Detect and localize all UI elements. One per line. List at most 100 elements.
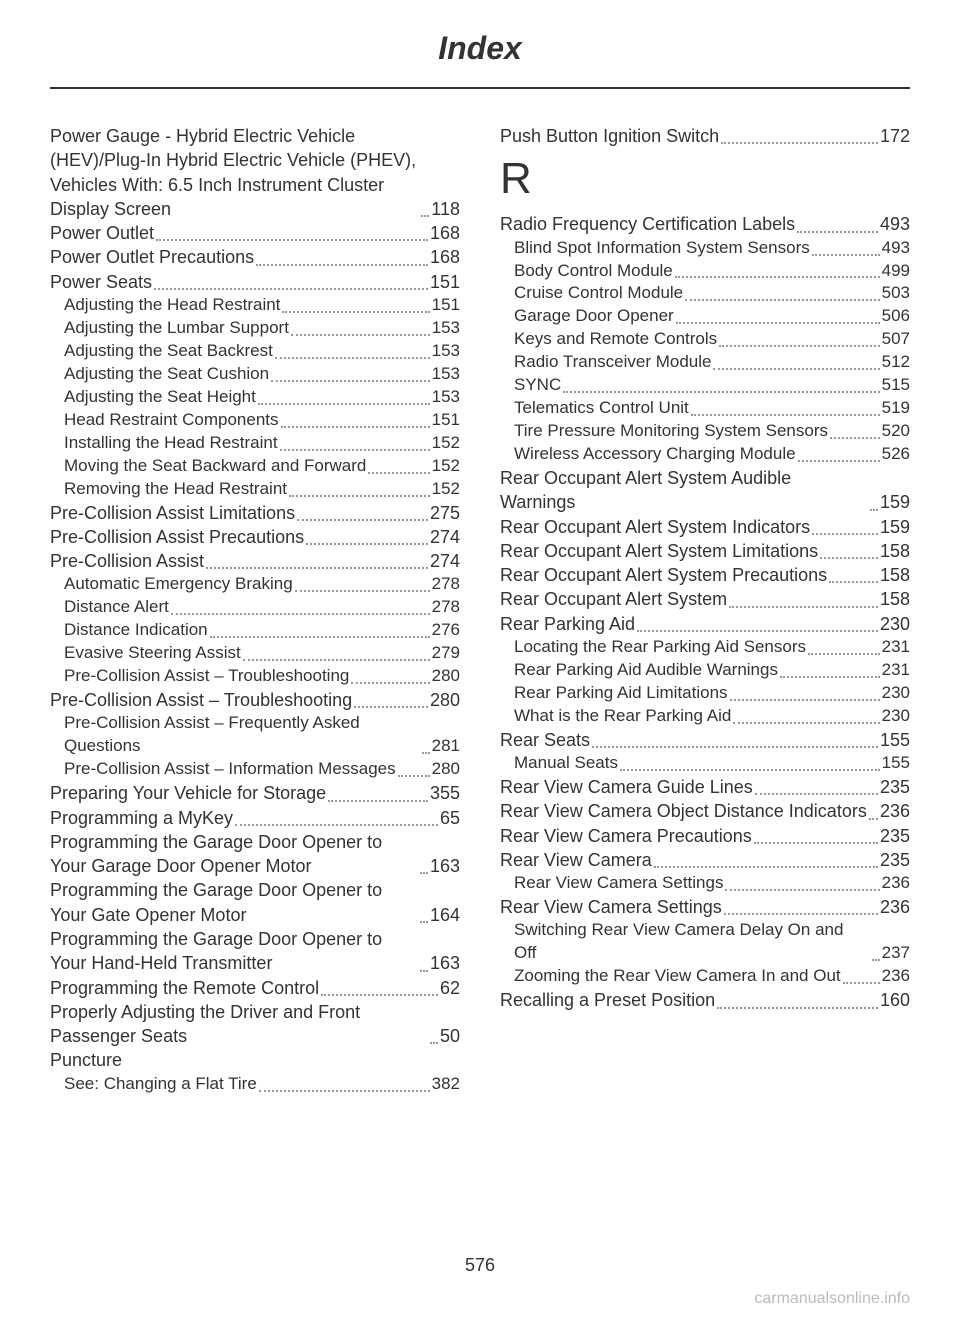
leader-dots — [420, 872, 428, 874]
index-entry: Rear Parking Aid Audible Warnings231 — [500, 659, 910, 682]
leader-dots — [258, 403, 430, 405]
entry-label: Programming the Garage Door Opener to Yo… — [50, 830, 418, 879]
index-entry: See: Changing a Flat Tire382 — [50, 1073, 460, 1096]
index-entry: Moving the Seat Backward and Forward 152 — [50, 455, 460, 478]
entry-page: 382 — [432, 1073, 460, 1096]
entry-page: 235 — [880, 775, 910, 799]
entry-page: 236 — [882, 965, 910, 988]
entry-label: Adjusting the Seat Height — [64, 386, 256, 409]
index-entry: Radio Frequency Certification Labels493 — [500, 212, 910, 236]
index-entry: Pre-Collision Assist – Troubleshooting28… — [50, 665, 460, 688]
index-entry: Programming a MyKey65 — [50, 806, 460, 830]
index-entry: Rear Parking Aid Limitations230 — [500, 682, 910, 705]
index-entry: Distance Indication276 — [50, 619, 460, 642]
index-entry: Rear Occupant Alert System Precautions15… — [500, 563, 910, 587]
leader-dots — [430, 1042, 438, 1044]
entry-label: What is the Rear Parking Aid — [514, 705, 731, 728]
entry-page: 151 — [432, 294, 460, 317]
index-entry: Pre-Collision Assist – Troubleshooting 28… — [50, 688, 460, 712]
entry-label: Tire Pressure Monitoring System Sensors — [514, 420, 828, 443]
leader-dots — [281, 426, 430, 428]
index-entry: Programming the Garage Door Opener to Yo… — [50, 878, 460, 927]
entry-label: Rear View Camera — [500, 848, 652, 872]
index-entry: Power Outlet Precautions168 — [50, 245, 460, 269]
leader-dots — [654, 866, 878, 868]
entry-label: Rear Occupant Alert System Precautions — [500, 563, 827, 587]
entry-page: 152 — [432, 432, 460, 455]
leader-dots — [275, 357, 430, 359]
leader-dots — [291, 334, 430, 336]
entry-page: 50 — [440, 1024, 460, 1048]
entry-page: 231 — [882, 659, 910, 682]
index-entry: Tire Pressure Monitoring System Sensors5… — [500, 420, 910, 443]
leader-dots — [812, 533, 878, 535]
entry-label: Rear View Camera Object Distance Indicat… — [500, 799, 867, 823]
entry-page: 153 — [432, 340, 460, 363]
index-entry: Power Gauge - Hybrid Electric Vehicle (H… — [50, 124, 460, 221]
leader-dots — [676, 322, 880, 324]
leader-dots — [797, 231, 878, 233]
leader-dots — [351, 682, 429, 684]
entry-page: 526 — [882, 443, 910, 466]
entry-label: Moving the Seat Backward and Forward — [64, 455, 366, 478]
leader-dots — [210, 636, 430, 638]
entry-label: Preparing Your Vehicle for Storage — [50, 781, 326, 805]
entry-page: 278 — [432, 573, 460, 596]
index-entry: SYNC515 — [500, 374, 910, 397]
entry-label: Programming the Garage Door Opener to Yo… — [50, 927, 418, 976]
index-entry: Automatic Emergency Braking 278 — [50, 573, 460, 596]
index-entry: Telematics Control Unit519 — [500, 397, 910, 420]
entry-label: Automatic Emergency Braking — [64, 573, 293, 596]
entry-page: 152 — [432, 455, 460, 478]
index-entry: Pre-Collision Assist – Information Messa… — [50, 758, 460, 781]
entry-page: 236 — [880, 799, 910, 823]
entry-label: Locating the Rear Parking Aid Sensors — [514, 636, 806, 659]
index-entry: Rear View Camera Settings236 — [500, 895, 910, 919]
leader-dots — [675, 276, 880, 278]
leader-dots — [820, 557, 878, 559]
entry-page: 62 — [440, 976, 460, 1000]
index-entry: Distance Alert278 — [50, 596, 460, 619]
entry-page: 153 — [432, 317, 460, 340]
index-entry: Push Button Ignition Switch172 — [500, 124, 910, 148]
index-entry: Body Control Module 499 — [500, 260, 910, 283]
entry-label: Pre-Collision Assist – Troubleshooting — [50, 688, 352, 712]
page-title: Index — [0, 0, 960, 87]
watermark: carmanualsonline.info — [754, 1290, 910, 1308]
entry-page: 155 — [882, 752, 910, 775]
index-entry: Pre-Collision Assist274 — [50, 549, 460, 573]
entry-label: Removing the Head Restraint — [64, 478, 287, 501]
leader-dots — [171, 613, 430, 615]
leader-dots — [321, 994, 438, 996]
leader-dots — [808, 653, 880, 655]
entry-page: 151 — [432, 409, 460, 432]
index-entry: Manual Seats155 — [500, 752, 910, 775]
page-number: 576 — [0, 1255, 960, 1276]
entry-label: Blind Spot Information System Sensors — [514, 237, 810, 260]
index-entry: Cruise Control Module503 — [500, 282, 910, 305]
entry-label: Rear Parking Aid — [500, 612, 635, 636]
index-entry: Puncture — [50, 1048, 460, 1072]
index-entry: Evasive Steering Assist279 — [50, 642, 460, 665]
entry-page: 274 — [430, 525, 460, 549]
index-entry: Programming the Remote Control62 — [50, 976, 460, 1000]
entry-page: 280 — [430, 688, 460, 712]
leader-dots — [422, 752, 430, 754]
entry-label: Zooming the Rear View Camera In and Out — [514, 965, 841, 988]
entry-label: Rear Occupant Alert System — [500, 587, 727, 611]
leader-dots — [719, 345, 879, 347]
leader-dots — [256, 264, 428, 266]
entry-page: 163 — [430, 951, 460, 975]
index-entry: Recalling a Preset Position160 — [500, 988, 910, 1012]
entry-label: Switching Rear View Camera Delay On and … — [514, 919, 870, 965]
leader-dots — [691, 414, 880, 416]
entry-label: Pre-Collision Assist Precautions — [50, 525, 304, 549]
entry-label: Body Control Module — [514, 260, 673, 283]
index-entry: Adjusting the Lumbar Support153 — [50, 317, 460, 340]
entry-label: Garage Door Opener — [514, 305, 674, 328]
entry-page: 499 — [882, 260, 910, 283]
leader-dots — [282, 311, 429, 313]
entry-label: Properly Adjusting the Driver and Front … — [50, 1000, 428, 1049]
entry-page: 493 — [882, 237, 910, 260]
leader-dots — [829, 581, 878, 583]
